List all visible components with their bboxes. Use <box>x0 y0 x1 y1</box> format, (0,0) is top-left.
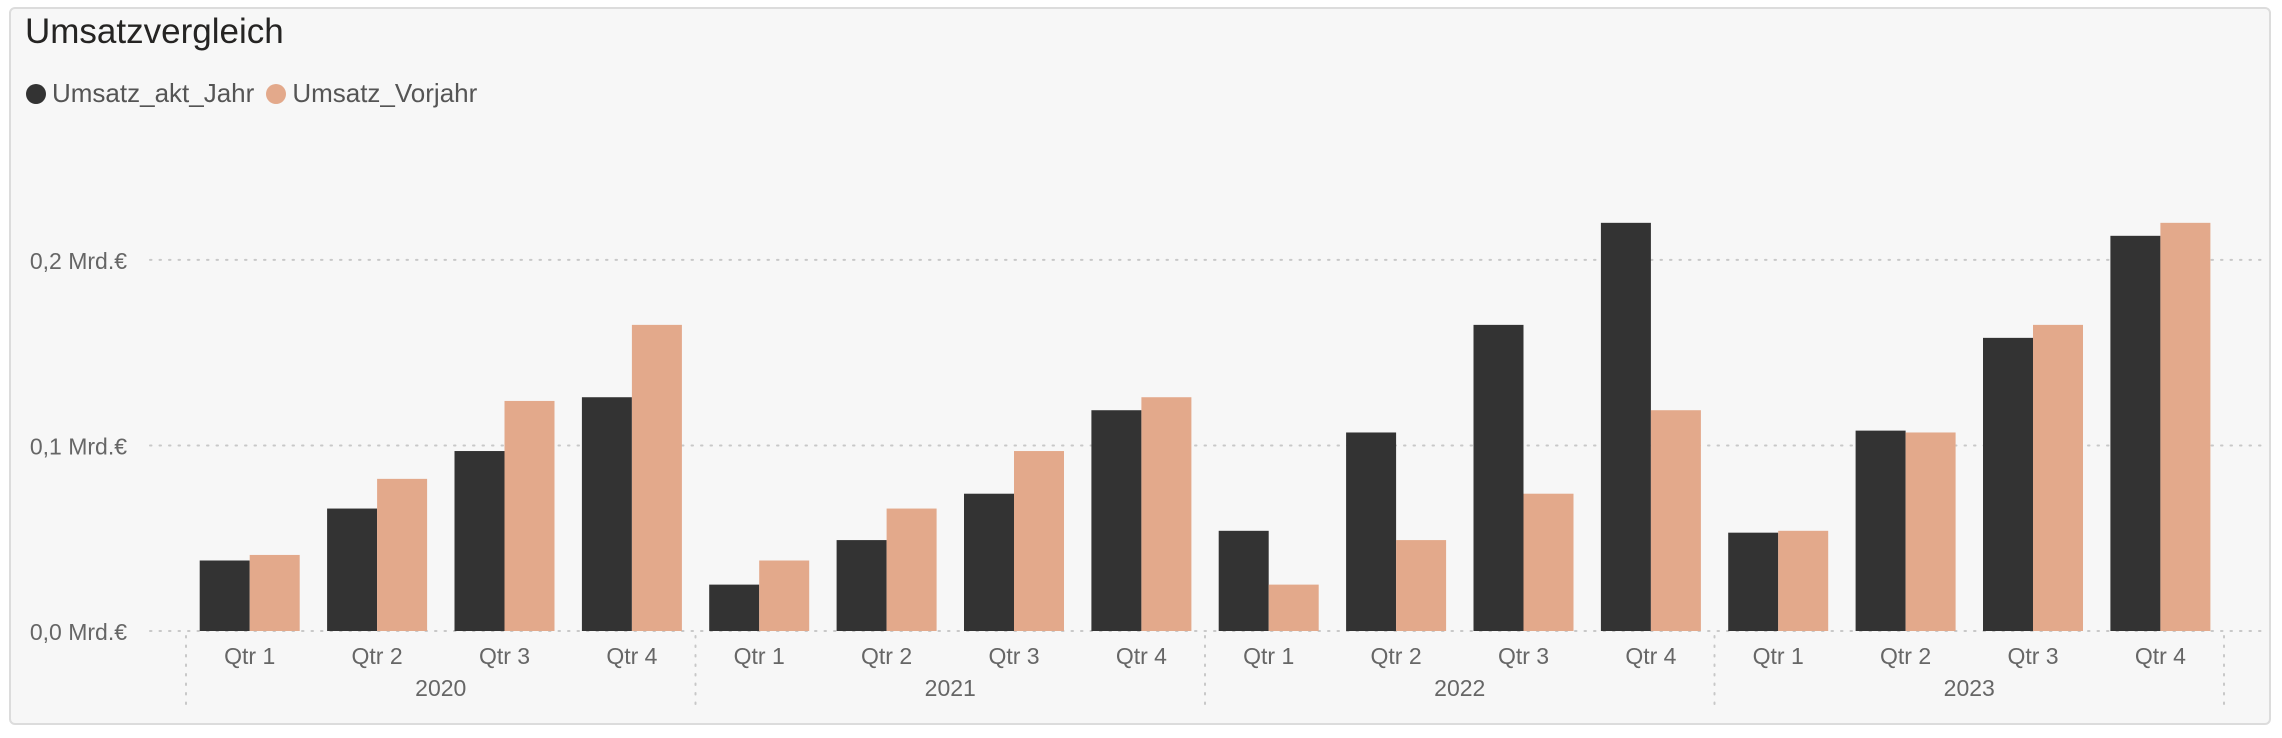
y-tick-label: 0,2 Mrd.€ <box>30 248 127 274</box>
bar-umsatz-vorjahr[interactable] <box>886 508 937 631</box>
bar-umsatz-akt-jahr[interactable] <box>1346 432 1397 631</box>
legend-label: Umsatz_Vorjahr <box>292 78 478 108</box>
bar-umsatz-akt-jahr[interactable] <box>1091 410 1142 631</box>
bar-umsatz-akt-jahr[interactable] <box>1855 430 1906 631</box>
bar-umsatz-vorjahr[interactable] <box>1778 530 1829 631</box>
x-tick-label: Qtr 3 <box>988 643 1039 669</box>
x-tick-label: Qtr 3 <box>2007 643 2058 669</box>
bar-umsatz-akt-jahr[interactable] <box>836 540 887 631</box>
x-group-label: 2021 <box>925 675 976 701</box>
bar-umsatz-akt-jahr[interactable] <box>1218 530 1269 631</box>
bar-umsatz-akt-jahr[interactable] <box>327 508 378 631</box>
bar-umsatz-akt-jahr[interactable] <box>581 397 632 631</box>
x-tick-label: Qtr 1 <box>734 643 785 669</box>
x-tick-label: Qtr 1 <box>224 643 275 669</box>
x-tick-label: Qtr 2 <box>1880 643 1931 669</box>
legend-dot-icon <box>266 83 287 104</box>
bar-umsatz-vorjahr[interactable] <box>2160 222 2211 632</box>
x-tick-label: Qtr 1 <box>1243 643 1294 669</box>
bar-umsatz-vorjahr[interactable] <box>2033 324 2083 631</box>
bar-umsatz-vorjahr[interactable] <box>377 478 428 631</box>
bar-umsatz-akt-jahr[interactable] <box>2110 235 2161 631</box>
x-tick-label: Qtr 4 <box>1625 643 1676 669</box>
bar-umsatz-vorjahr[interactable] <box>1905 432 1956 631</box>
legend-item-umsatz-akt-jahr[interactable]: Umsatz_akt_Jahr <box>26 78 254 109</box>
x-group-label: 2022 <box>1434 675 1485 701</box>
x-tick-label: Qtr 1 <box>1753 643 1804 669</box>
x-tick-label: Qtr 3 <box>1498 643 1549 669</box>
legend-item-umsatz-vorjahr[interactable]: Umsatz_Vorjahr <box>266 78 477 109</box>
x-group-label: 2023 <box>1944 675 1995 701</box>
x-tick-label: Qtr 3 <box>479 643 530 669</box>
chart-title: Umsatzvergleich <box>25 12 284 51</box>
x-tick-label: Qtr 4 <box>1116 643 1167 669</box>
x-tick-label: Qtr 2 <box>352 643 403 669</box>
bar-umsatz-vorjahr[interactable] <box>631 324 682 631</box>
bar-umsatz-akt-jahr[interactable] <box>1728 532 1779 631</box>
bar-umsatz-vorjahr[interactable] <box>504 400 555 631</box>
bar-umsatz-vorjahr[interactable] <box>1523 493 1574 631</box>
legend-label: Umsatz_akt_Jahr <box>52 78 255 108</box>
bar-umsatz-vorjahr[interactable] <box>1396 540 1447 631</box>
bar-umsatz-akt-jahr[interactable] <box>1473 324 1524 631</box>
bar-umsatz-vorjahr[interactable] <box>1141 397 1192 631</box>
y-tick-label: 0,0 Mrd.€ <box>30 619 127 645</box>
bar-umsatz-akt-jahr[interactable] <box>199 560 250 631</box>
bar-umsatz-akt-jahr[interactable] <box>454 451 505 631</box>
x-tick-label: Qtr 4 <box>2135 643 2186 669</box>
bar-umsatz-vorjahr[interactable] <box>249 554 300 631</box>
bar-umsatz-vorjahr[interactable] <box>1014 451 1064 631</box>
bar-umsatz-vorjahr[interactable] <box>759 560 810 631</box>
legend: Umsatz_akt_Jahr Umsatz_Vorjahr <box>26 78 489 109</box>
x-tick-label: Qtr 2 <box>861 643 912 669</box>
x-tick-label: Qtr 4 <box>606 643 657 669</box>
legend-dot-icon <box>26 83 46 104</box>
bar-umsatz-vorjahr[interactable] <box>1268 584 1319 631</box>
x-tick-label: Qtr 2 <box>1371 643 1422 669</box>
y-tick-label: 0,1 Mrd.€ <box>30 433 127 459</box>
bar-umsatz-vorjahr[interactable] <box>1650 410 1701 631</box>
bar-umsatz-akt-jahr[interactable] <box>709 584 760 631</box>
bar-umsatz-akt-jahr[interactable] <box>1600 222 1651 632</box>
bar-umsatz-akt-jahr[interactable] <box>964 493 1014 631</box>
bar-umsatz-akt-jahr[interactable] <box>1983 337 2033 631</box>
x-group-label: 2020 <box>415 675 466 701</box>
